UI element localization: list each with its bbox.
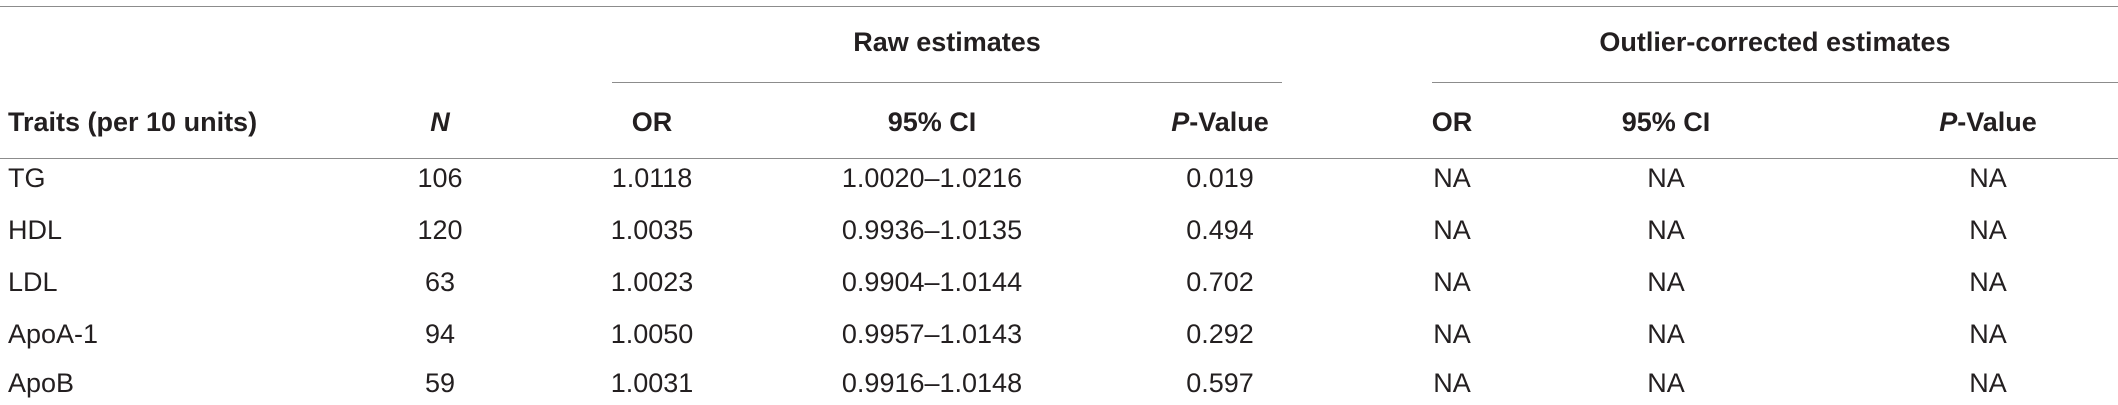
group-rule-raw [612, 82, 1282, 83]
cell-ci-raw: 0.9957–1.0143 [841, 319, 1023, 349]
cell-trait: ApoB [8, 368, 75, 398]
col-header-traits: Traits (per 10 units) [8, 107, 258, 137]
cell-p-outlier: NA [1969, 267, 2007, 297]
cell-p-raw: 0.702 [1186, 267, 1254, 297]
cell-or-raw: 1.0031 [610, 368, 694, 398]
cell-p-raw: 0.019 [1186, 163, 1254, 193]
cell-n: 106 [417, 163, 463, 193]
col-header-n: N [430, 107, 450, 137]
col-header-p-raw: P-Value [1171, 107, 1269, 137]
cell-p-raw: 0.494 [1186, 215, 1254, 245]
cell-n: 94 [424, 319, 456, 349]
cell-ci-raw: 0.9916–1.0148 [841, 368, 1023, 398]
col-header-or-raw: OR [631, 107, 673, 137]
col-header-ci-outlier: 95% CI [1621, 107, 1711, 137]
cell-ci-outlier: NA [1647, 267, 1685, 297]
col-header-or-outlier: OR [1431, 107, 1473, 137]
cell-n: 59 [424, 368, 456, 398]
cell-or-outlier: NA [1433, 319, 1471, 349]
cell-or-outlier: NA [1433, 368, 1471, 398]
cell-trait: HDL [8, 215, 63, 245]
cell-trait: ApoA-1 [8, 319, 99, 349]
header-bottom-rule [0, 158, 2118, 159]
cell-ci-outlier: NA [1647, 319, 1685, 349]
col-header-p-outlier: P-Value [1939, 107, 2037, 137]
cell-or-raw: 1.0023 [610, 267, 694, 297]
cell-p-outlier: NA [1969, 319, 2007, 349]
cell-p-outlier: NA [1969, 368, 2007, 398]
cell-ci-outlier: NA [1647, 163, 1685, 193]
cell-or-outlier: NA [1433, 215, 1471, 245]
cell-or-raw: 1.0035 [610, 215, 694, 245]
table-top-rule [0, 6, 2118, 7]
cell-ci-raw: 1.0020–1.0216 [841, 163, 1023, 193]
cell-p-raw: 0.597 [1186, 368, 1254, 398]
cell-n: 63 [424, 267, 456, 297]
cell-trait: LDL [8, 267, 58, 297]
cell-ci-raw: 0.9904–1.0144 [841, 267, 1023, 297]
cell-or-raw: 1.0050 [610, 319, 694, 349]
cell-ci-outlier: NA [1647, 368, 1685, 398]
cell-n: 120 [417, 215, 463, 245]
cell-ci-outlier: NA [1647, 215, 1685, 245]
col-header-ci-raw: 95% CI [887, 107, 977, 137]
cell-or-outlier: NA [1433, 267, 1471, 297]
group-header-outlier: Outlier-corrected estimates [1599, 27, 1951, 57]
group-rule-outlier [1432, 82, 2118, 83]
cell-or-outlier: NA [1433, 163, 1471, 193]
cell-trait: TG [8, 163, 46, 193]
cell-p-outlier: NA [1969, 215, 2007, 245]
cell-or-raw: 1.0118 [611, 163, 693, 193]
cell-ci-raw: 0.9936–1.0135 [841, 215, 1023, 245]
cell-p-outlier: NA [1969, 163, 2007, 193]
group-header-raw: Raw estimates [853, 27, 1041, 57]
cell-p-raw: 0.292 [1186, 319, 1254, 349]
